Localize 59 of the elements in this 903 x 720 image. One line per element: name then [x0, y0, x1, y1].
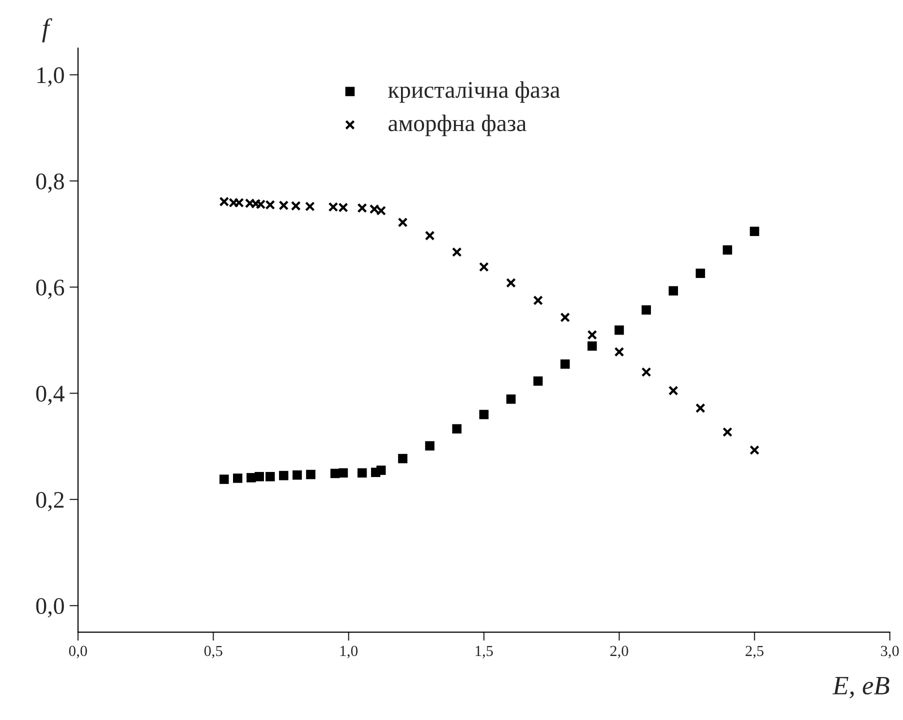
point — [696, 268, 706, 278]
point — [233, 474, 242, 483]
x-axis-title: E, eB — [832, 676, 890, 698]
point — [398, 217, 408, 228]
legend-label: кристалічна фаза — [388, 81, 560, 103]
point — [290, 200, 301, 211]
point — [452, 247, 462, 257]
legend-label: аморфна фаза — [388, 114, 526, 136]
point — [425, 441, 434, 450]
point — [398, 454, 408, 464]
x-tick-label: 1,0 — [340, 646, 358, 658]
point — [750, 226, 760, 236]
x-tick-label: 2,5 — [746, 646, 764, 658]
point — [338, 468, 348, 478]
point — [668, 386, 678, 396]
point — [279, 470, 288, 480]
point — [424, 230, 435, 241]
x-tick-label: 1,5 — [476, 646, 493, 658]
y-tick-label: 0,4 — [36, 386, 64, 406]
point — [750, 445, 760, 455]
point — [642, 305, 651, 315]
point — [506, 278, 516, 288]
point — [614, 325, 624, 335]
y-tick-label: 0,8 — [36, 173, 64, 193]
point — [588, 341, 597, 351]
point — [278, 200, 289, 210]
point — [357, 203, 368, 213]
point — [506, 394, 516, 404]
point — [479, 410, 489, 420]
point — [357, 468, 367, 478]
point — [533, 295, 543, 306]
point — [614, 346, 624, 357]
x-tick-label: 3,0 — [881, 646, 899, 658]
point — [452, 424, 462, 434]
point — [722, 427, 732, 437]
y-tick-label: 0,0 — [36, 598, 64, 618]
point — [641, 367, 652, 377]
y-axis-title: f — [42, 18, 52, 42]
point — [560, 312, 570, 322]
point — [533, 376, 543, 386]
point — [305, 202, 315, 212]
x-tick-label: 0,5 — [204, 646, 222, 658]
y-tick-label: 0,2 — [36, 492, 64, 512]
point — [479, 262, 489, 272]
point — [265, 472, 275, 482]
y-tick-label: 1,0 — [37, 67, 64, 87]
y-tick-label: 0,6 — [36, 280, 64, 299]
point — [219, 474, 229, 484]
point — [560, 359, 570, 369]
point — [587, 330, 598, 340]
point — [722, 245, 732, 255]
point — [668, 286, 678, 296]
x-tick-label: 2,0 — [610, 646, 628, 658]
point — [254, 472, 264, 482]
point — [376, 466, 386, 475]
x-tick-label: 0,0 — [69, 646, 87, 658]
point — [306, 470, 316, 480]
point — [695, 403, 706, 414]
point — [292, 470, 302, 480]
